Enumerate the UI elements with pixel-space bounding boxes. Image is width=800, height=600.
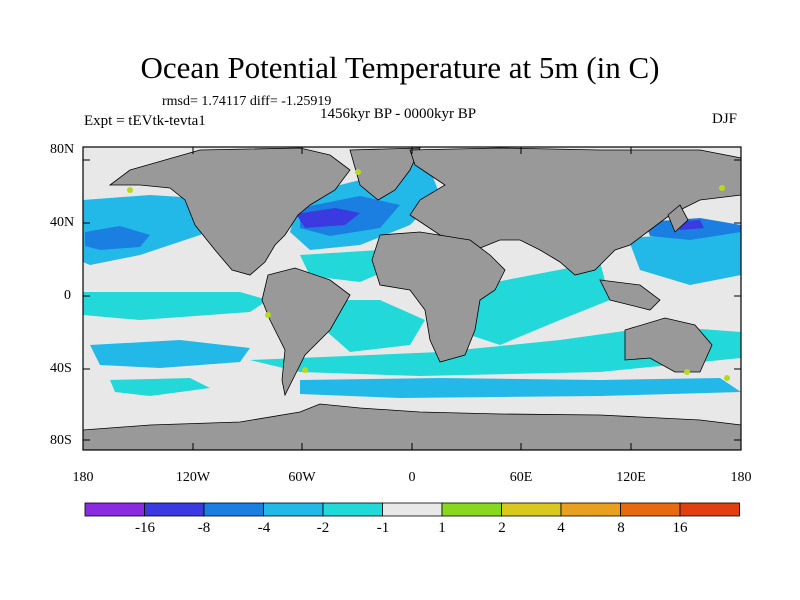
land-masses <box>82 147 742 451</box>
land-greenland <box>349 147 421 201</box>
stats-text: rmsd= 1.74117 diff= -1.25919 <box>162 94 332 109</box>
lat-label-80n: 80N <box>50 142 75 157</box>
colorbar-label-2: 2 <box>498 520 506 536</box>
colorbar-label-neg2: -2 <box>316 520 330 536</box>
colorbar-box-7 <box>501 502 562 517</box>
colorbar <box>84 502 740 517</box>
colorbar-box-3 <box>263 502 324 517</box>
land-southeast-asia <box>599 279 661 311</box>
colorbar-box-4 <box>322 502 383 517</box>
colorbar-box-1 <box>144 502 205 517</box>
patch-wpacific-sky <box>628 230 741 285</box>
colorbar-box-8 <box>560 502 621 517</box>
lon-label-180e: 180 <box>730 470 752 485</box>
patch-southern-ocean-sky <box>300 378 741 398</box>
lon-label-120e: 120E <box>616 470 646 485</box>
lon-label-60e: 60E <box>509 470 533 485</box>
experiment-label: Expt = tEVtk-tevta1 <box>84 113 206 129</box>
land-north-america <box>108 147 351 276</box>
colorbar-label-8: 8 <box>617 520 625 536</box>
land-japan <box>667 204 689 233</box>
lat-label-40s: 40S <box>50 361 72 376</box>
patch-southern-ocean <box>250 326 741 376</box>
colorbar-box-0 <box>84 502 145 517</box>
warm-patch-4 <box>302 367 308 373</box>
lat-label-80s: 80S <box>50 433 72 448</box>
season-label: DJF <box>712 111 738 127</box>
colorbar-box-5 <box>382 502 443 517</box>
plot-title: Ocean Potential Temperature at 5m (in C) <box>140 50 660 85</box>
colorbar-label-1: 1 <box>438 520 446 536</box>
patch-gulfstream-dark <box>296 208 360 228</box>
warm-patch-1 <box>127 187 133 193</box>
patch-spacific-band <box>110 378 210 396</box>
land-south-america <box>261 267 351 397</box>
colorbar-box-10 <box>679 502 740 517</box>
colorbar-label-neg8: -8 <box>197 520 211 536</box>
lon-label-60w: 60W <box>288 470 316 485</box>
land-africa <box>371 231 506 363</box>
colorbar-box-9 <box>620 502 681 517</box>
lon-label-120w: 120W <box>175 470 211 485</box>
lon-label-180w: 180 <box>72 470 94 485</box>
patch-npacific-blue <box>85 226 150 250</box>
period-text: 1456kyr BP - 0000kyr BP <box>320 106 477 122</box>
lat-label-0: 0 <box>64 288 71 303</box>
colorbar-box-2 <box>203 502 264 517</box>
colorbar-box-6 <box>441 502 502 517</box>
colorbar-label-neg4: -4 <box>257 520 271 536</box>
warm-patch-5 <box>684 369 690 375</box>
patch-kuroshio-blue <box>645 218 741 240</box>
lon-label-0: 0 <box>408 470 416 485</box>
warm-patch-6 <box>724 375 730 381</box>
colorbar-label-16: 16 <box>672 520 688 536</box>
land-australia <box>624 317 713 373</box>
warm-patch-2 <box>355 169 361 175</box>
warm-patch-7 <box>719 185 725 191</box>
patch-satlantic <box>325 300 425 352</box>
colorbar-label-4: 4 <box>557 520 565 536</box>
colorbar-label-neg16: -16 <box>135 520 155 536</box>
axis-ticks <box>82 147 742 450</box>
lat-label-40n: 40N <box>50 215 75 230</box>
map-plot <box>82 146 742 451</box>
patch-spacific-sky <box>90 340 250 368</box>
colorbar-label-neg1: -1 <box>376 520 390 536</box>
warm-patches <box>127 169 730 381</box>
patch-indian-ocean <box>470 262 610 345</box>
warm-patch-3 <box>265 312 271 318</box>
patch-eq-pacific <box>83 292 268 320</box>
